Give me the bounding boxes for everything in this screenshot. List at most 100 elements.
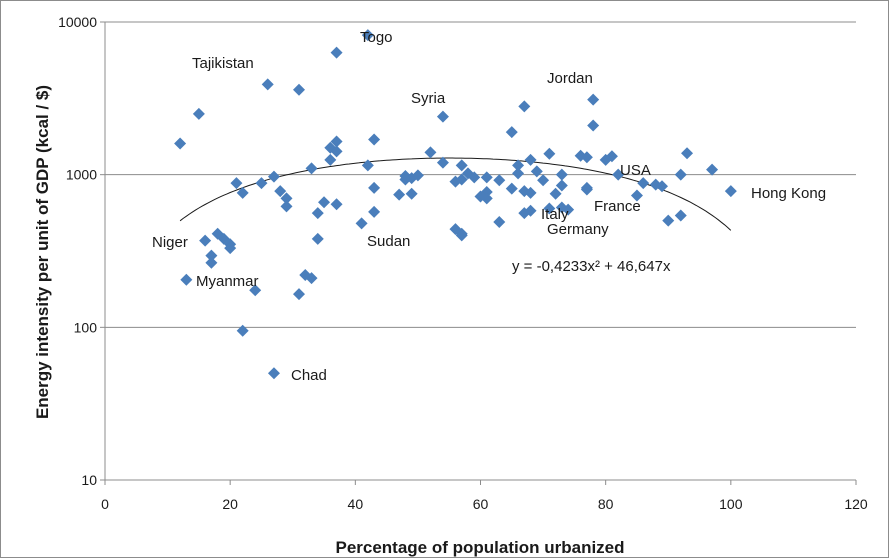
data-point (493, 215, 506, 228)
label-jordan: Jordan (547, 70, 593, 87)
data-point (305, 162, 318, 175)
data-point (518, 100, 531, 113)
data-point (518, 207, 531, 220)
data-point (393, 188, 406, 201)
label-france: France (594, 198, 641, 215)
data-point (355, 217, 368, 230)
data-point (524, 186, 537, 199)
data-point (236, 324, 249, 337)
data-point (637, 177, 650, 190)
data-point (580, 151, 593, 164)
data-point (662, 214, 675, 227)
data-point (192, 107, 205, 120)
data-point (361, 159, 374, 172)
data-point (311, 232, 324, 245)
data-point (724, 185, 737, 198)
data-point (630, 189, 643, 202)
data-point (280, 200, 293, 213)
data-point (512, 167, 525, 180)
data-point (549, 187, 562, 200)
data-point (311, 207, 324, 220)
data-point (399, 173, 412, 186)
label-tajikistan: Tajikistan (192, 55, 254, 72)
data-point (267, 367, 280, 380)
x-tick-label: 80 (598, 496, 614, 512)
x-tick-label: 60 (473, 496, 489, 512)
axes (104, 22, 856, 481)
label-myanmar: Myanmar (196, 273, 259, 290)
data-point (706, 163, 719, 176)
data-point (205, 249, 218, 262)
data-point (455, 229, 468, 242)
data-point (599, 153, 612, 166)
label-sudan: Sudan (367, 233, 410, 250)
label-italy: Italy (541, 206, 569, 223)
x-tick-label: 100 (719, 496, 743, 512)
y-axis-title: Energy intensity per unit of GDP (kcal /… (33, 85, 52, 419)
data-point (368, 181, 381, 194)
gridlines (105, 21, 856, 328)
data-point (468, 171, 481, 184)
label-usa: USA (620, 162, 651, 179)
data-point (655, 180, 668, 193)
data-point (255, 177, 268, 190)
data-point (587, 119, 600, 132)
data-point (330, 135, 343, 148)
label-niger: Niger (152, 234, 188, 251)
trendline-equation: y = -0,4233x² + 46,647x (512, 258, 671, 275)
data-point (267, 170, 280, 183)
data-point (681, 147, 694, 160)
data-point (205, 256, 218, 269)
label-hong-kong: Hong Kong (751, 185, 826, 202)
data-point (424, 146, 437, 159)
data-point (305, 272, 318, 285)
y-tick-label: 10000 (58, 14, 97, 30)
x-tick-label: 20 (222, 496, 238, 512)
data-point (587, 93, 600, 106)
data-point (236, 186, 249, 199)
data-point (436, 156, 449, 169)
data-points (174, 29, 737, 380)
data-point (674, 168, 687, 181)
data-point (318, 196, 331, 209)
data-point (180, 273, 193, 286)
x-tick-label: 120 (844, 496, 868, 512)
data-point (174, 137, 187, 150)
x-tick-labels: 0 20 40 60 80 100 120 (101, 480, 868, 512)
data-point (405, 187, 418, 200)
y-tick-label: 100 (74, 319, 98, 335)
y-tick-labels: 10 100 1000 10000 (58, 14, 105, 488)
label-togo: Togo (360, 29, 393, 46)
data-point (330, 145, 343, 158)
data-point (537, 174, 550, 187)
data-point (555, 168, 568, 181)
data-point (580, 183, 593, 196)
data-point (480, 192, 493, 205)
data-point (330, 198, 343, 211)
data-point (368, 133, 381, 146)
data-point (555, 179, 568, 192)
data-point (261, 78, 274, 91)
data-point (293, 288, 306, 301)
data-point (612, 168, 625, 181)
data-point (524, 153, 537, 166)
country-labels: Togo Tajikistan Jordan Syria USA Hong Ko… (152, 29, 826, 384)
label-syria: Syria (411, 90, 446, 107)
data-point (543, 202, 556, 215)
data-point (324, 153, 337, 166)
data-point (512, 159, 525, 172)
data-point (230, 177, 243, 190)
y-tick-label: 1000 (66, 167, 97, 183)
data-point (330, 46, 343, 59)
data-point (361, 29, 374, 42)
data-point (493, 174, 506, 187)
data-point (562, 203, 575, 216)
data-point (436, 110, 449, 123)
data-point (543, 147, 556, 160)
x-tick-label: 0 (101, 496, 109, 512)
data-point (674, 209, 687, 222)
data-point (480, 171, 493, 184)
data-point (199, 234, 212, 247)
data-point (249, 284, 262, 297)
